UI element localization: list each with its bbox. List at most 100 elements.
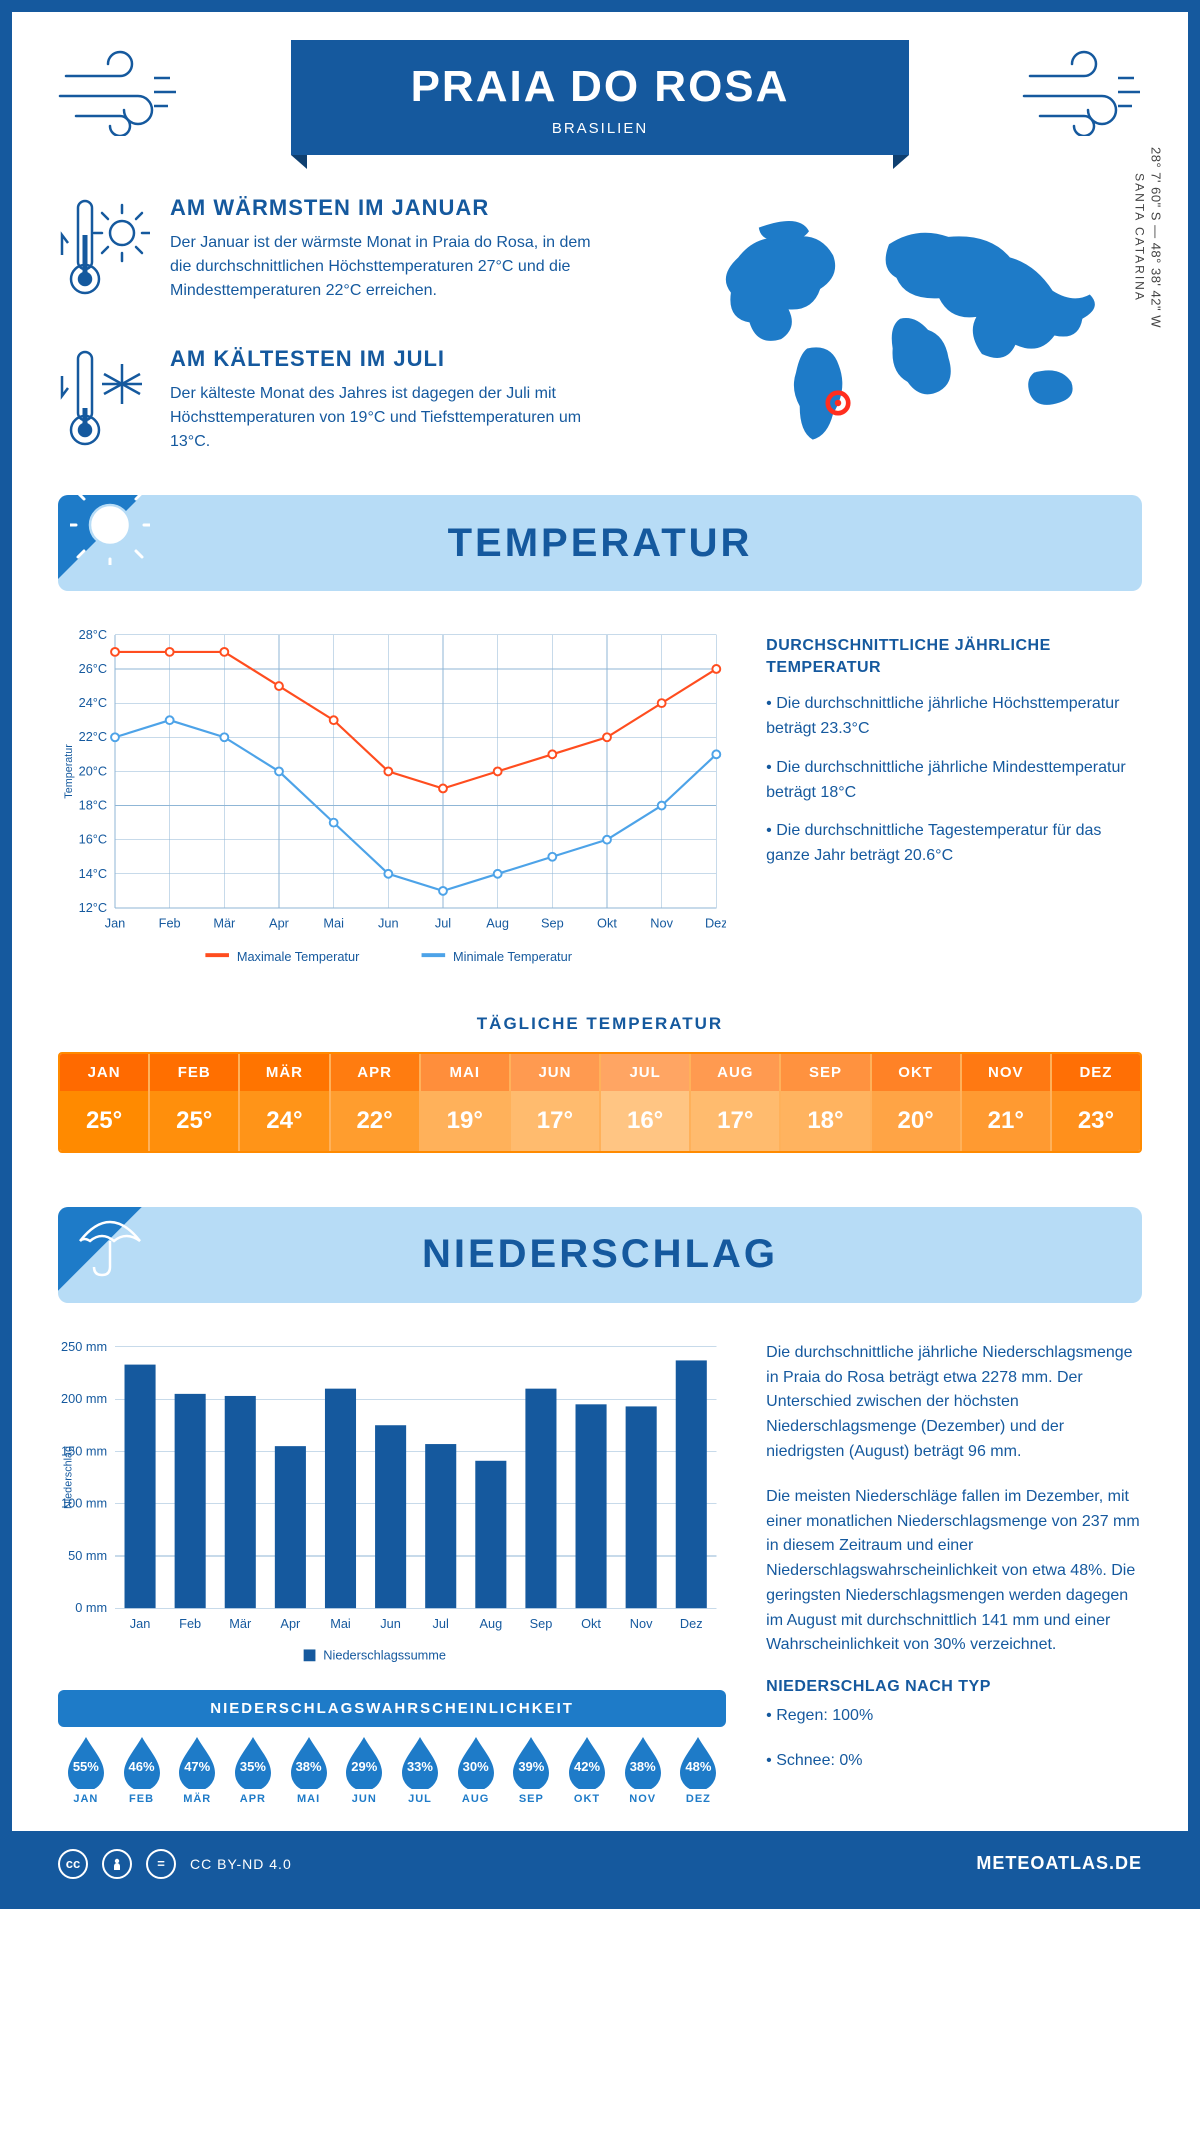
summary-heading: NIEDERSCHLAG NACH TYP — [766, 1678, 1142, 1696]
svg-text:Apr: Apr — [269, 916, 290, 931]
license-text: CC BY-ND 4.0 — [190, 1856, 292, 1872]
precip-prob-item: 38% MAI — [281, 1735, 337, 1811]
fact-coldest: AM KÄLTESTEN IM JULI Der kälteste Monat … — [58, 346, 663, 461]
svg-text:Dez: Dez — [680, 1616, 703, 1631]
svg-text:Jun: Jun — [380, 1616, 401, 1631]
month-header: JUN — [511, 1054, 601, 1091]
thermometer-hot-icon — [58, 195, 150, 310]
header: PRAIA DO ROSA BRASILIEN — [58, 40, 1142, 155]
section-title: TEMPERATUR — [448, 521, 753, 566]
country-name: BRASILIEN — [411, 120, 790, 137]
month-header: APR — [331, 1054, 421, 1091]
svg-text:Aug: Aug — [486, 916, 509, 931]
svg-text:Feb: Feb — [159, 916, 181, 931]
precip-summary: Die durchschnittliche jährliche Niedersc… — [766, 1337, 1142, 1811]
svg-text:Aug: Aug — [479, 1616, 502, 1631]
month-header: JUL — [601, 1054, 691, 1091]
precip-prob-item: 39% SEP — [504, 1735, 560, 1811]
summary-item: • Die durchschnittliche jährliche Höchst… — [766, 692, 1142, 742]
summary-item: • Die durchschnittliche jährliche Mindes… — [766, 756, 1142, 806]
svg-text:20°C: 20°C — [79, 763, 108, 778]
precip-prob-item: 48% DEZ — [671, 1735, 727, 1811]
precip-prob-item: 29% JUN — [336, 1735, 392, 1811]
month-temp: 18° — [781, 1091, 871, 1151]
precip-prob-drops: 55% JAN 46% FEB 47% MÄR — [58, 1735, 726, 1811]
svg-text:18°C: 18°C — [79, 797, 108, 812]
precip-prob-title: NIEDERSCHLAGSWAHRSCHEINLICHKEIT — [58, 1690, 726, 1727]
umbrella-icon — [70, 1197, 150, 1277]
month-temp: 20° — [872, 1091, 962, 1151]
svg-text:14°C: 14°C — [79, 866, 108, 881]
month-header: AUG — [691, 1054, 781, 1091]
month-temp: 19° — [421, 1091, 511, 1151]
fact-text: Der kälteste Monat des Jahres ist dagege… — [170, 382, 600, 454]
month-temp: 24° — [240, 1091, 330, 1151]
svg-text:Sep: Sep — [541, 916, 564, 931]
month-temp: 22° — [331, 1091, 421, 1151]
svg-text:Minimale Temperatur: Minimale Temperatur — [453, 949, 573, 964]
fact-title: AM WÄRMSTEN IM JANUAR — [170, 195, 600, 221]
wind-icon — [58, 46, 178, 136]
svg-text:Niederschlag: Niederschlag — [63, 1446, 75, 1509]
svg-text:Mai: Mai — [330, 1616, 351, 1631]
svg-text:Okt: Okt — [597, 916, 617, 931]
place-name: PRAIA DO ROSA — [411, 62, 790, 112]
month-temp: 23° — [1052, 1091, 1140, 1151]
svg-text:22°C: 22°C — [79, 729, 108, 744]
month-header: DEZ — [1052, 1054, 1140, 1091]
svg-text:Sep: Sep — [530, 1616, 553, 1631]
svg-text:50 mm: 50 mm — [68, 1548, 107, 1563]
summary-item: • Regen: 100% — [766, 1704, 1142, 1729]
thermometer-cold-icon — [58, 346, 150, 461]
svg-text:Mai: Mai — [323, 916, 344, 931]
temperature-line-chart: 12°C14°C16°C18°C20°C22°C24°C26°C28°CJanF… — [58, 625, 726, 984]
svg-text:Jan: Jan — [105, 916, 126, 931]
footer: cc = CC BY-ND 4.0 METEOATLAS.DE — [12, 1831, 1188, 1897]
month-header: OKT — [872, 1054, 962, 1091]
month-header: SEP — [781, 1054, 871, 1091]
svg-text:250 mm: 250 mm — [61, 1338, 107, 1353]
svg-text:Jan: Jan — [130, 1616, 151, 1631]
month-header: FEB — [150, 1054, 240, 1091]
month-temp: 17° — [511, 1091, 601, 1151]
svg-text:Maximale Temperatur: Maximale Temperatur — [237, 949, 360, 964]
section-title: NIEDERSCHLAG — [422, 1232, 778, 1277]
svg-text:Mär: Mär — [229, 1616, 252, 1631]
month-header: MÄR — [240, 1054, 330, 1091]
precip-prob-item: 42% OKT — [559, 1735, 615, 1811]
fact-text: Der Januar ist der wärmste Monat in Prai… — [170, 231, 600, 303]
svg-text:Jul: Jul — [433, 1616, 449, 1631]
nd-icon: = — [146, 1849, 176, 1879]
wind-icon — [1022, 46, 1142, 136]
cc-icon: cc — [58, 1849, 88, 1879]
month-temp: 21° — [962, 1091, 1052, 1151]
temperature-summary: DURCHSCHNITTLICHE JÄHRLICHE TEMPERATUR •… — [766, 625, 1142, 984]
summary-heading: DURCHSCHNITTLICHE JÄHRLICHE TEMPERATUR — [766, 635, 1142, 678]
precip-prob-item: 30% AUG — [448, 1735, 504, 1811]
month-temp: 25° — [150, 1091, 240, 1151]
month-temp: 25° — [60, 1091, 150, 1151]
svg-text:Temperatur: Temperatur — [63, 744, 75, 799]
svg-text:Apr: Apr — [280, 1616, 301, 1631]
svg-text:24°C: 24°C — [79, 695, 108, 710]
summary-item: Die durchschnittliche jährliche Niedersc… — [766, 1341, 1142, 1465]
svg-text:Jul: Jul — [435, 916, 451, 931]
precip-prob-item: 47% MÄR — [169, 1735, 225, 1811]
svg-text:Feb: Feb — [179, 1616, 201, 1631]
summary-item: • Schnee: 0% — [766, 1749, 1142, 1774]
svg-text:Niederschlagssumme: Niederschlagssumme — [323, 1647, 446, 1662]
daily-temp-title: TÄGLICHE TEMPERATUR — [58, 1014, 1142, 1034]
svg-text:28°C: 28°C — [79, 627, 108, 642]
precip-prob-item: 38% NOV — [615, 1735, 671, 1811]
precip-prob-item: 55% JAN — [58, 1735, 114, 1811]
fact-warmest: AM WÄRMSTEN IM JANUAR Der Januar ist der… — [58, 195, 663, 310]
svg-text:26°C: 26°C — [79, 661, 108, 676]
svg-text:Nov: Nov — [630, 1616, 653, 1631]
svg-text:16°C: 16°C — [79, 832, 108, 847]
brand: METEOATLAS.DE — [976, 1853, 1142, 1874]
svg-text:0 mm: 0 mm — [75, 1600, 107, 1615]
precip-prob-item: 33% JUL — [392, 1735, 448, 1811]
daily-temp-table: JANFEBMÄRAPRMAIJUNJULAUGSEPOKTNOVDEZ 25°… — [58, 1052, 1142, 1153]
month-header: JAN — [60, 1054, 150, 1091]
summary-item: Die meisten Niederschläge fallen im Deze… — [766, 1485, 1142, 1659]
